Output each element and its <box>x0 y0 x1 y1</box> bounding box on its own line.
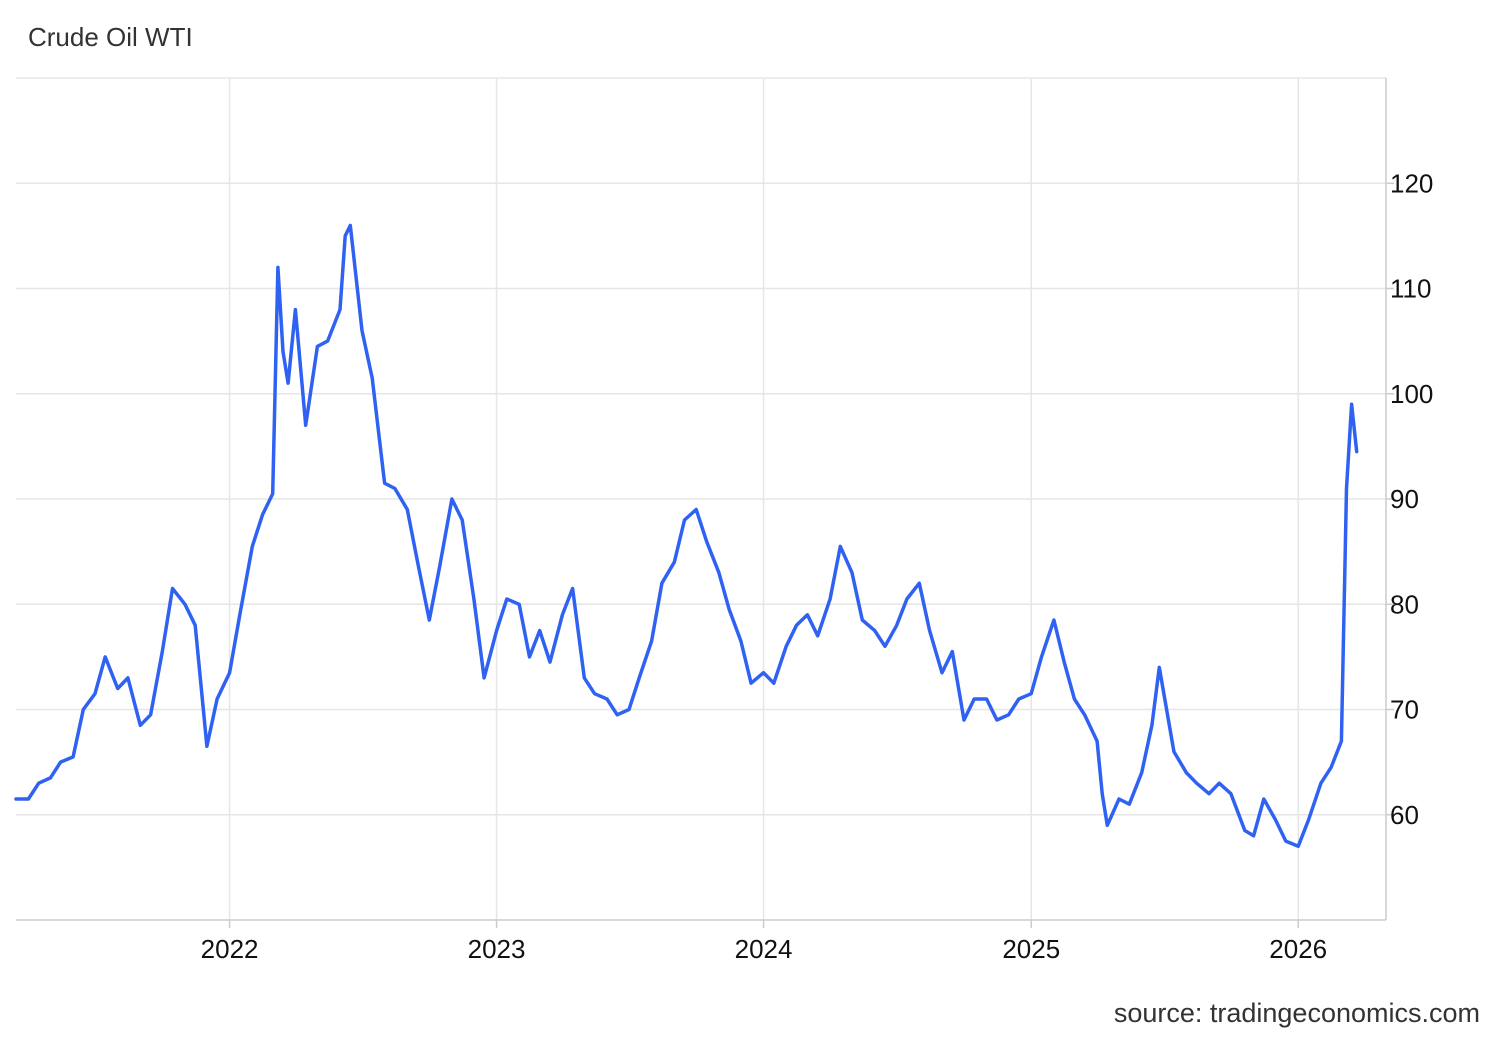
y-tick-label-120: 120 <box>1390 168 1433 198</box>
y-tick-label-80: 80 <box>1390 589 1419 619</box>
grid-layer <box>16 77 1386 920</box>
y-tick-label-100: 100 <box>1390 379 1433 409</box>
y-tick-label-60: 60 <box>1390 800 1419 830</box>
series-layer <box>14 223 1359 849</box>
y-tick-label-110: 110 <box>1390 274 1431 304</box>
x-tick-label-2025: 2025 <box>1002 934 1060 964</box>
x-tick-label-2022: 2022 <box>201 934 259 964</box>
axis-layer <box>16 78 1394 928</box>
series-line-0 <box>14 223 1359 849</box>
source-credit: source: tradingeconomics.com <box>1113 998 1480 1028</box>
chart-title: Crude Oil WTI <box>28 22 193 52</box>
x-tick-label-2024: 2024 <box>735 934 793 964</box>
y-tick-label-90: 90 <box>1390 484 1419 514</box>
x-tick-label-2023: 2023 <box>468 934 526 964</box>
x-tick-label-2026: 2026 <box>1269 934 1327 964</box>
y-tick-label-70: 70 <box>1390 695 1419 725</box>
tick-label-layer: 60 70 80 90 100 110 120 2022 2023 2024 2025 2026 <box>201 168 1434 964</box>
